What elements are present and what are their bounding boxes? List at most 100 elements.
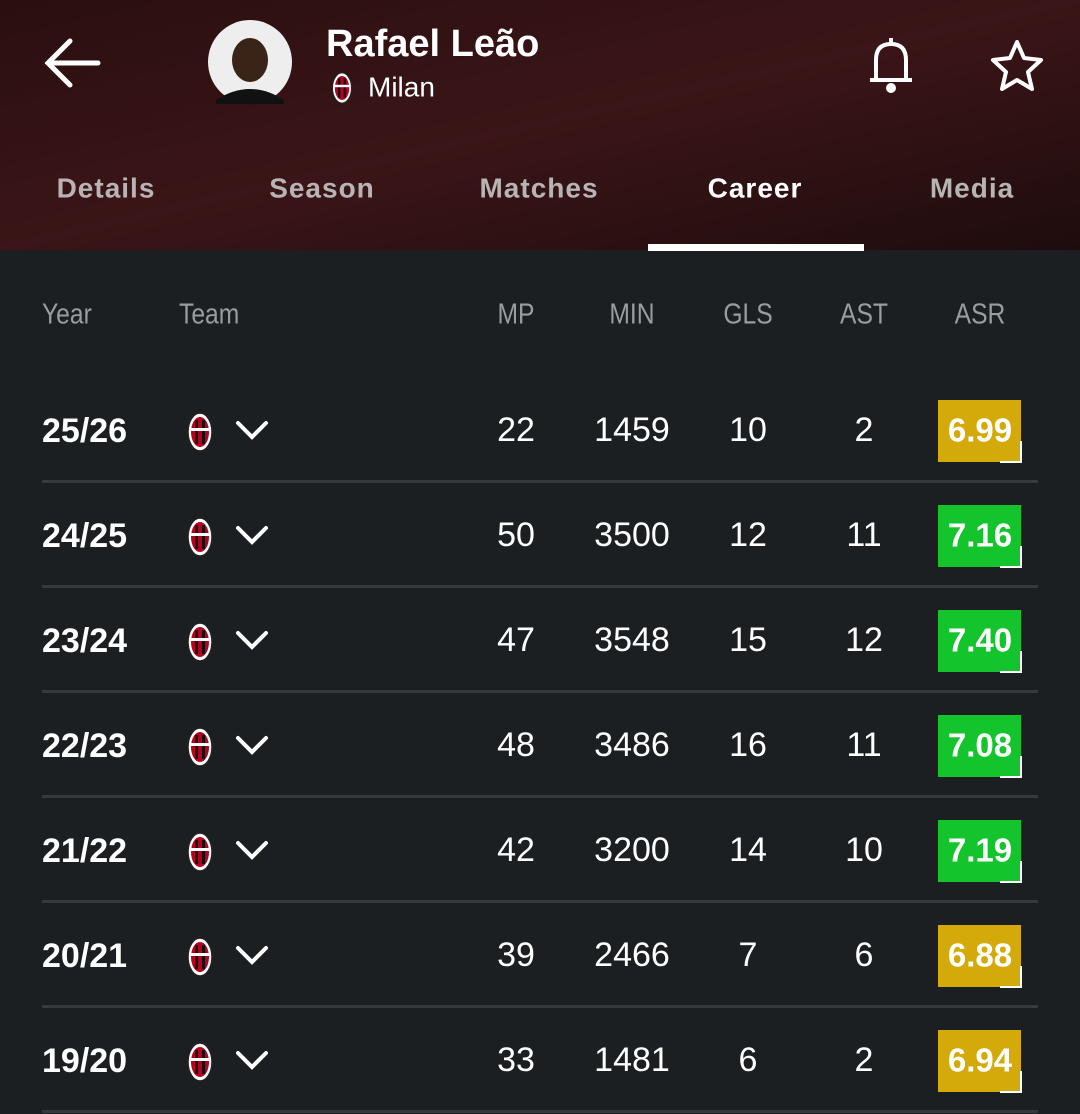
column-header: Year: [42, 298, 92, 330]
team-crest: [187, 412, 213, 452]
rating-badge: [938, 715, 1021, 777]
rating-badge: [938, 1030, 1021, 1092]
rating-badge: [938, 400, 1021, 462]
rating-badge: [938, 820, 1021, 882]
rating-badge-corner: [1000, 546, 1022, 568]
stat-min: 2466: [594, 936, 670, 974]
stat-ast: 2: [855, 411, 874, 449]
year: 23/24: [42, 622, 127, 660]
rating-badge-corner: [1000, 861, 1022, 883]
rating-badge-corner: [1000, 966, 1022, 988]
header-bg: [0, 0, 1080, 250]
team-crest: [187, 832, 213, 872]
team-crest: [187, 622, 213, 662]
tab[interactable]: Details: [57, 172, 156, 203]
rating: 6.88: [948, 937, 1012, 974]
expand-chevron[interactable]: [236, 841, 268, 860]
stat-ast: 11: [846, 516, 881, 554]
tab[interactable]: Media: [930, 172, 1014, 203]
rating-badge-corner: [1000, 1071, 1022, 1093]
tab[interactable]: Season: [269, 172, 375, 203]
team-crest: [187, 517, 213, 557]
expand-chevron[interactable]: [236, 736, 268, 755]
year: 19/20: [42, 1042, 127, 1080]
favorite-button[interactable]: [991, 40, 1043, 91]
rating: 6.99: [948, 412, 1012, 449]
stat-ast: 6: [855, 936, 874, 974]
tab-indicator: [648, 244, 864, 251]
expand-chevron[interactable]: [236, 421, 268, 440]
team-crest: [187, 937, 213, 977]
row-separator: [42, 690, 1038, 693]
stat-gls: 15: [729, 621, 767, 659]
team-crest: [187, 1042, 213, 1082]
rating: 7.40: [948, 622, 1012, 659]
stat-mp: 42: [497, 831, 535, 869]
stat-ast: 11: [846, 726, 881, 764]
stat-mp: 33: [497, 1041, 535, 1079]
stat-ast: 2: [855, 1041, 874, 1079]
stat-min: 3548: [594, 621, 670, 659]
rating-badge-corner: [1000, 756, 1022, 778]
stat-gls: 12: [729, 516, 767, 554]
team-crest: [331, 72, 353, 104]
stat-gls: 6: [739, 1041, 758, 1079]
tab[interactable]: Matches: [479, 172, 598, 203]
avatar[interactable]: [208, 20, 292, 104]
stat-ast: 12: [845, 621, 883, 659]
stat-mp: 50: [497, 516, 535, 554]
team-crest: [187, 727, 213, 767]
year: 24/25: [42, 517, 127, 555]
stat-gls: 16: [729, 726, 767, 764]
column-header: AST: [840, 298, 888, 330]
rating-badge: [938, 610, 1021, 672]
stat-gls: 14: [729, 831, 767, 869]
rating: 7.16: [948, 517, 1012, 554]
stat-min: 3486: [594, 726, 670, 764]
column-header: MIN: [609, 298, 654, 330]
row-separator: [42, 1110, 1038, 1113]
rating: 7.19: [948, 832, 1012, 869]
stat-min: 1481: [594, 1041, 670, 1079]
rating: 7.08: [948, 727, 1012, 764]
stat-ast: 10: [845, 831, 883, 869]
row-separator: [42, 585, 1038, 588]
expand-chevron[interactable]: [236, 1051, 268, 1070]
year: 21/22: [42, 832, 127, 870]
expand-chevron[interactable]: [236, 946, 268, 965]
tab[interactable]: Career: [708, 172, 803, 203]
stat-min: 3200: [594, 831, 670, 869]
year: 25/26: [42, 412, 127, 450]
column-header: GLS: [723, 298, 772, 330]
stat-gls: 10: [729, 411, 767, 449]
expand-chevron[interactable]: [236, 526, 268, 545]
stat-min: 3500: [594, 516, 670, 554]
column-header: ASR: [955, 298, 1006, 330]
row-separator: [42, 795, 1038, 798]
row-separator: [42, 1005, 1038, 1008]
player-name: Rafael Leão: [326, 23, 539, 65]
back-button[interactable]: [44, 38, 101, 88]
column-header: MP: [498, 298, 535, 330]
team-name[interactable]: Milan: [368, 71, 435, 102]
row-separator: [42, 480, 1038, 483]
rating-badge-corner: [1000, 441, 1022, 463]
stat-mp: 48: [497, 726, 535, 764]
year: 20/21: [42, 937, 127, 975]
row-separator: [42, 900, 1038, 903]
stat-mp: 39: [497, 936, 535, 974]
stat-mp: 22: [497, 411, 535, 449]
rating-badge: [938, 925, 1021, 987]
rating-badge-corner: [1000, 651, 1022, 673]
rating-badge: [938, 505, 1021, 567]
column-header: Team: [179, 298, 239, 330]
stat-gls: 7: [739, 936, 758, 974]
notification-button[interactable]: [870, 38, 912, 93]
expand-chevron[interactable]: [236, 631, 268, 650]
rating: 6.94: [948, 1042, 1013, 1079]
stat-min: 1459: [594, 411, 670, 449]
stat-mp: 47: [497, 621, 535, 659]
year: 22/23: [42, 727, 127, 765]
